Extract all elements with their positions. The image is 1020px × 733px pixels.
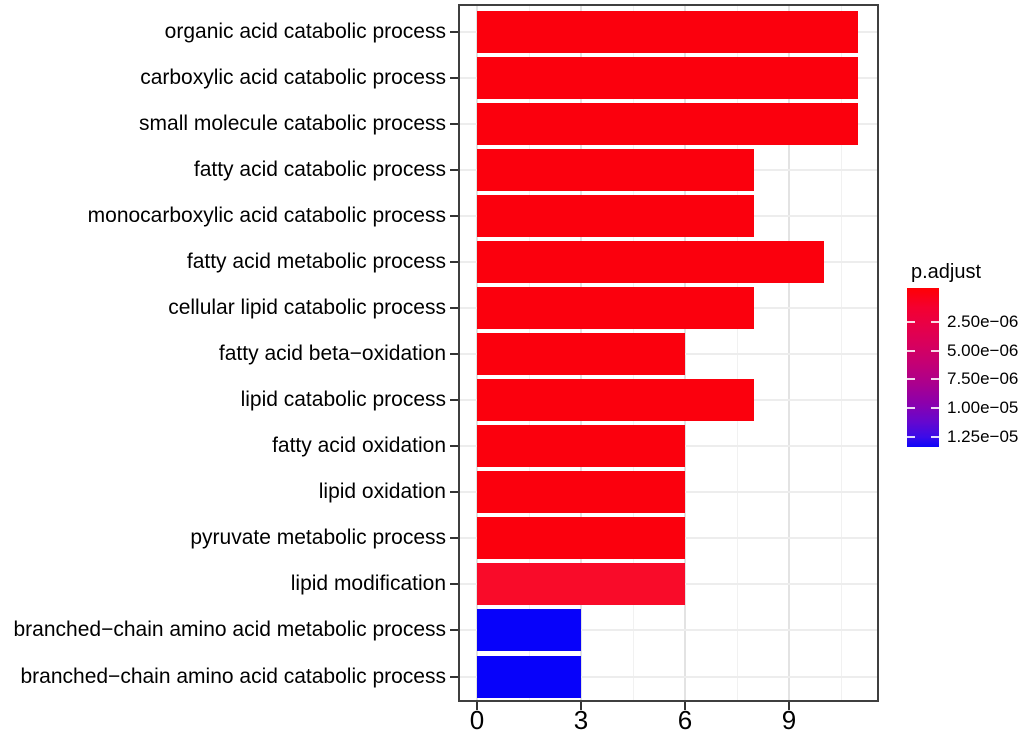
y-axis-label: monocarboxylic acid catabolic process [87,203,446,227]
legend-tick-mark [907,407,915,409]
x-axis-tick [788,702,790,710]
bar [477,102,859,145]
y-axis-tick [450,537,458,540]
bar [477,148,755,191]
bar [477,655,581,698]
y-axis-label: branched−chain amino acid metabolic proc… [13,618,447,642]
legend-title: p.adjust [911,261,982,283]
legend-tick-mark [907,378,915,381]
legend-tick-label: 2.50e−06 [947,311,1019,331]
y-axis-tick [450,445,458,448]
y-axis-tick [450,122,458,125]
x-axis-tick [684,702,686,710]
y-axis-label: organic acid catabolic process [164,19,446,43]
bar [477,379,755,422]
y-axis-label: carboxylic acid catabolic process [140,65,446,89]
plot-panel [458,4,879,702]
x-axis-tick [476,702,478,710]
legend-tick-mark [931,320,939,323]
legend-tick-mark [931,435,939,438]
bar [477,333,685,375]
bar [477,471,685,514]
bar [477,194,755,237]
gridline-major-horizontal [460,629,877,632]
bar [477,517,685,560]
y-axis-tick [450,675,458,678]
y-axis-tick [450,583,458,586]
legend-tick-mark [907,435,915,438]
legend-tick-label: 5.00e−06 [947,340,1019,360]
bar [477,425,685,468]
legend-tick-label: 1.25e−05 [947,426,1019,446]
y-axis-label: fatty acid catabolic process [193,157,446,181]
y-axis-label: fatty acid oxidation [272,434,446,458]
legend-tick-mark [931,378,939,381]
y-axis-label: lipid oxidation [318,480,446,504]
y-axis-tick [450,214,458,217]
y-axis-tick [450,306,458,309]
y-axis-tick [450,399,458,402]
y-axis-tick [450,76,458,79]
y-axis-label: cellular lipid catabolic process [168,295,446,319]
y-axis-label: fatty acid metabolic process [186,249,446,273]
bar [477,563,685,606]
legend-tick-mark [931,407,939,409]
y-axis-tick [450,260,458,263]
x-axis-tick [580,702,582,710]
bar [477,609,581,652]
y-axis-label: branched−chain amino acid catabolic proc… [20,664,446,688]
y-axis-label: pyruvate metabolic process [190,526,446,550]
legend-gradient-bar [907,288,939,447]
bar [477,240,824,283]
y-axis-label: small molecule catabolic process [139,111,446,135]
legend-tick-mark [931,349,939,352]
gridline-major-horizontal [460,675,877,678]
x-axis-tick-label: 0 [469,705,485,733]
y-axis-tick [450,30,458,33]
y-axis-tick [450,353,458,355]
legend-tick-mark [907,320,915,323]
x-axis-tick-label: 9 [781,705,797,733]
legend-tick-label: 7.50e−06 [947,369,1019,389]
bar [477,10,859,53]
bar [477,286,755,329]
bar [477,56,859,99]
y-axis-label: lipid catabolic process [240,388,446,412]
legend-tick-label: 1.00e−05 [947,398,1019,417]
y-axis-label: fatty acid beta−oxidation [218,342,446,365]
x-axis-tick-label: 3 [573,705,589,733]
legend-tick-mark [907,349,915,352]
y-axis-label: lipid modification [290,572,446,596]
x-axis-tick-label: 6 [677,705,693,733]
y-axis-tick [450,491,458,494]
y-axis-tick [450,629,458,632]
y-axis-tick [450,168,458,171]
